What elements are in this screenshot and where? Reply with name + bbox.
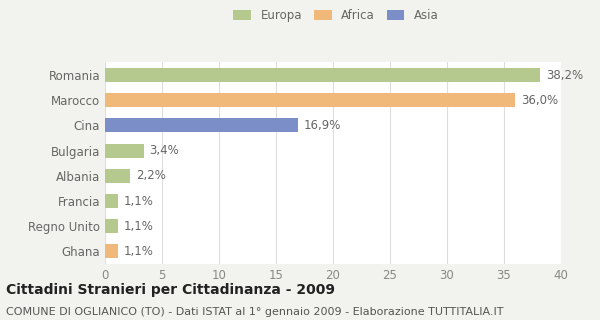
Text: 1,1%: 1,1% [123, 220, 153, 233]
Text: 2,2%: 2,2% [136, 169, 166, 182]
Text: 36,0%: 36,0% [521, 94, 558, 107]
Bar [105, 194, 118, 208]
Text: 16,9%: 16,9% [304, 119, 341, 132]
Bar [105, 169, 130, 183]
Text: Cittadini Stranieri per Cittadinanza - 2009: Cittadini Stranieri per Cittadinanza - 2… [6, 283, 335, 297]
Bar [105, 68, 541, 82]
Bar [105, 219, 118, 233]
Bar [105, 118, 298, 132]
Bar [105, 93, 515, 107]
Bar [105, 244, 118, 258]
Text: 38,2%: 38,2% [546, 68, 583, 82]
Text: 1,1%: 1,1% [123, 245, 153, 258]
Text: 3,4%: 3,4% [149, 144, 179, 157]
Legend: Europa, Africa, Asia: Europa, Africa, Asia [233, 9, 439, 22]
Bar [105, 144, 144, 157]
Text: COMUNE DI OGLIANICO (TO) - Dati ISTAT al 1° gennaio 2009 - Elaborazione TUTTITAL: COMUNE DI OGLIANICO (TO) - Dati ISTAT al… [6, 307, 503, 316]
Text: 1,1%: 1,1% [123, 195, 153, 207]
